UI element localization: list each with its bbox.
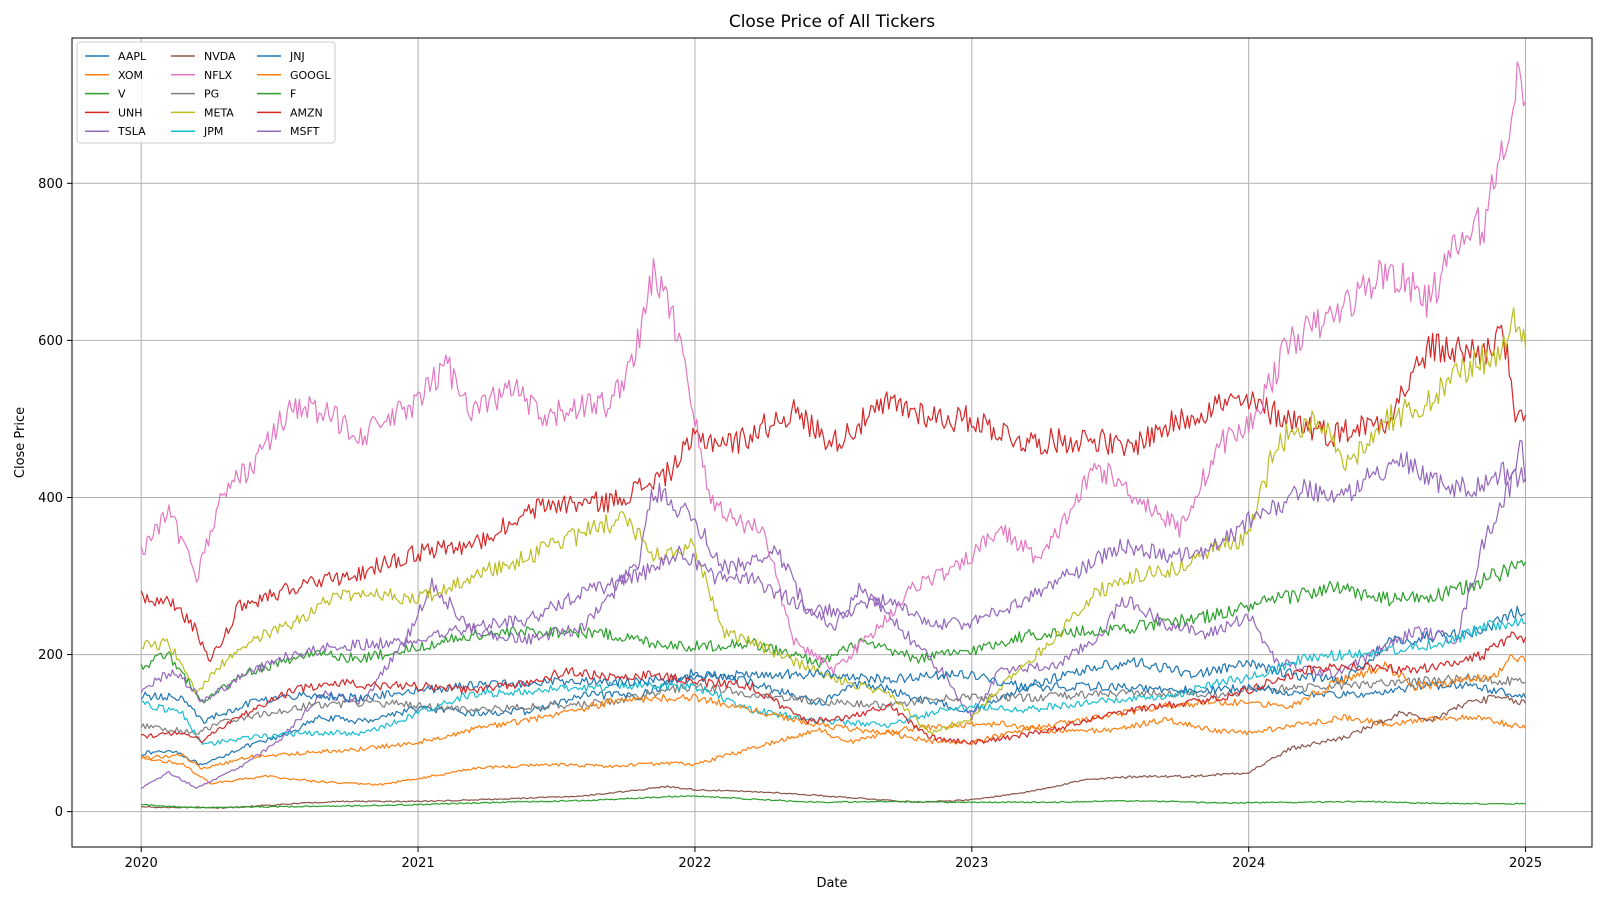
legend-label: TSLA xyxy=(117,125,146,138)
axis-ticks: 2020 2021 2022 2023 2024 2025 0 200 400 600 800 xyxy=(38,177,1542,871)
series-line-amzn xyxy=(141,631,1527,745)
series-line-xom xyxy=(141,714,1527,787)
legend-label: AMZN xyxy=(290,106,323,119)
y-tick-label: 0 xyxy=(55,805,63,820)
legend-box xyxy=(76,41,336,144)
legend-label: META xyxy=(204,106,234,119)
legend-label: AAPL xyxy=(118,50,147,63)
series-line-meta xyxy=(140,307,1527,736)
legend-label: NFLX xyxy=(204,69,233,82)
chart-title: Close Price of All Tickers xyxy=(729,12,935,32)
legend-label: JNJ xyxy=(289,50,305,63)
x-tick-label: 2024 xyxy=(1232,856,1265,871)
legend-label: UNH xyxy=(118,106,143,119)
series-line-nvda xyxy=(141,694,1527,809)
y-tick-label: 800 xyxy=(38,177,63,192)
series-line-tsla xyxy=(140,439,1527,790)
legend-label: MSFT xyxy=(290,125,320,138)
series-line-jpm xyxy=(141,617,1526,746)
legend-label: XOM xyxy=(118,69,143,82)
x-tick-label: 2023 xyxy=(955,856,988,871)
x-tick-label: 2025 xyxy=(1509,856,1542,871)
series-line-jnj xyxy=(140,668,1527,725)
y-tick-label: 400 xyxy=(38,491,63,506)
x-tick-label: 2022 xyxy=(678,856,711,871)
y-tick-label: 600 xyxy=(38,334,63,349)
series-line-v xyxy=(140,559,1527,704)
x-tick-label: 2020 xyxy=(125,856,158,871)
series-line-pg xyxy=(140,673,1526,735)
series-line-f xyxy=(141,795,1526,809)
legend-label: V xyxy=(118,88,126,101)
x-axis-label: Date xyxy=(816,876,847,891)
legend-label: GOOGL xyxy=(290,69,331,82)
x-tick-label: 2021 xyxy=(402,856,435,871)
series-line-msft xyxy=(140,451,1527,703)
y-tick-label: 200 xyxy=(38,648,63,663)
legend-label: NVDA xyxy=(204,50,236,63)
series-lines xyxy=(140,61,1527,809)
series-line-aapl xyxy=(141,605,1526,766)
series-line-googl xyxy=(140,654,1527,770)
legend-label: F xyxy=(290,88,296,101)
legend: AAPL XOM V UNH TSLA NVDA NFLX PG META JPM JNJ GOOGL… xyxy=(76,41,336,144)
legend-label: PG xyxy=(204,88,219,101)
plot-area-frame xyxy=(71,37,1593,848)
y-axis-label: Close Price xyxy=(13,407,28,478)
series-line-unh xyxy=(140,324,1527,663)
legend-label: JPM xyxy=(203,125,223,138)
